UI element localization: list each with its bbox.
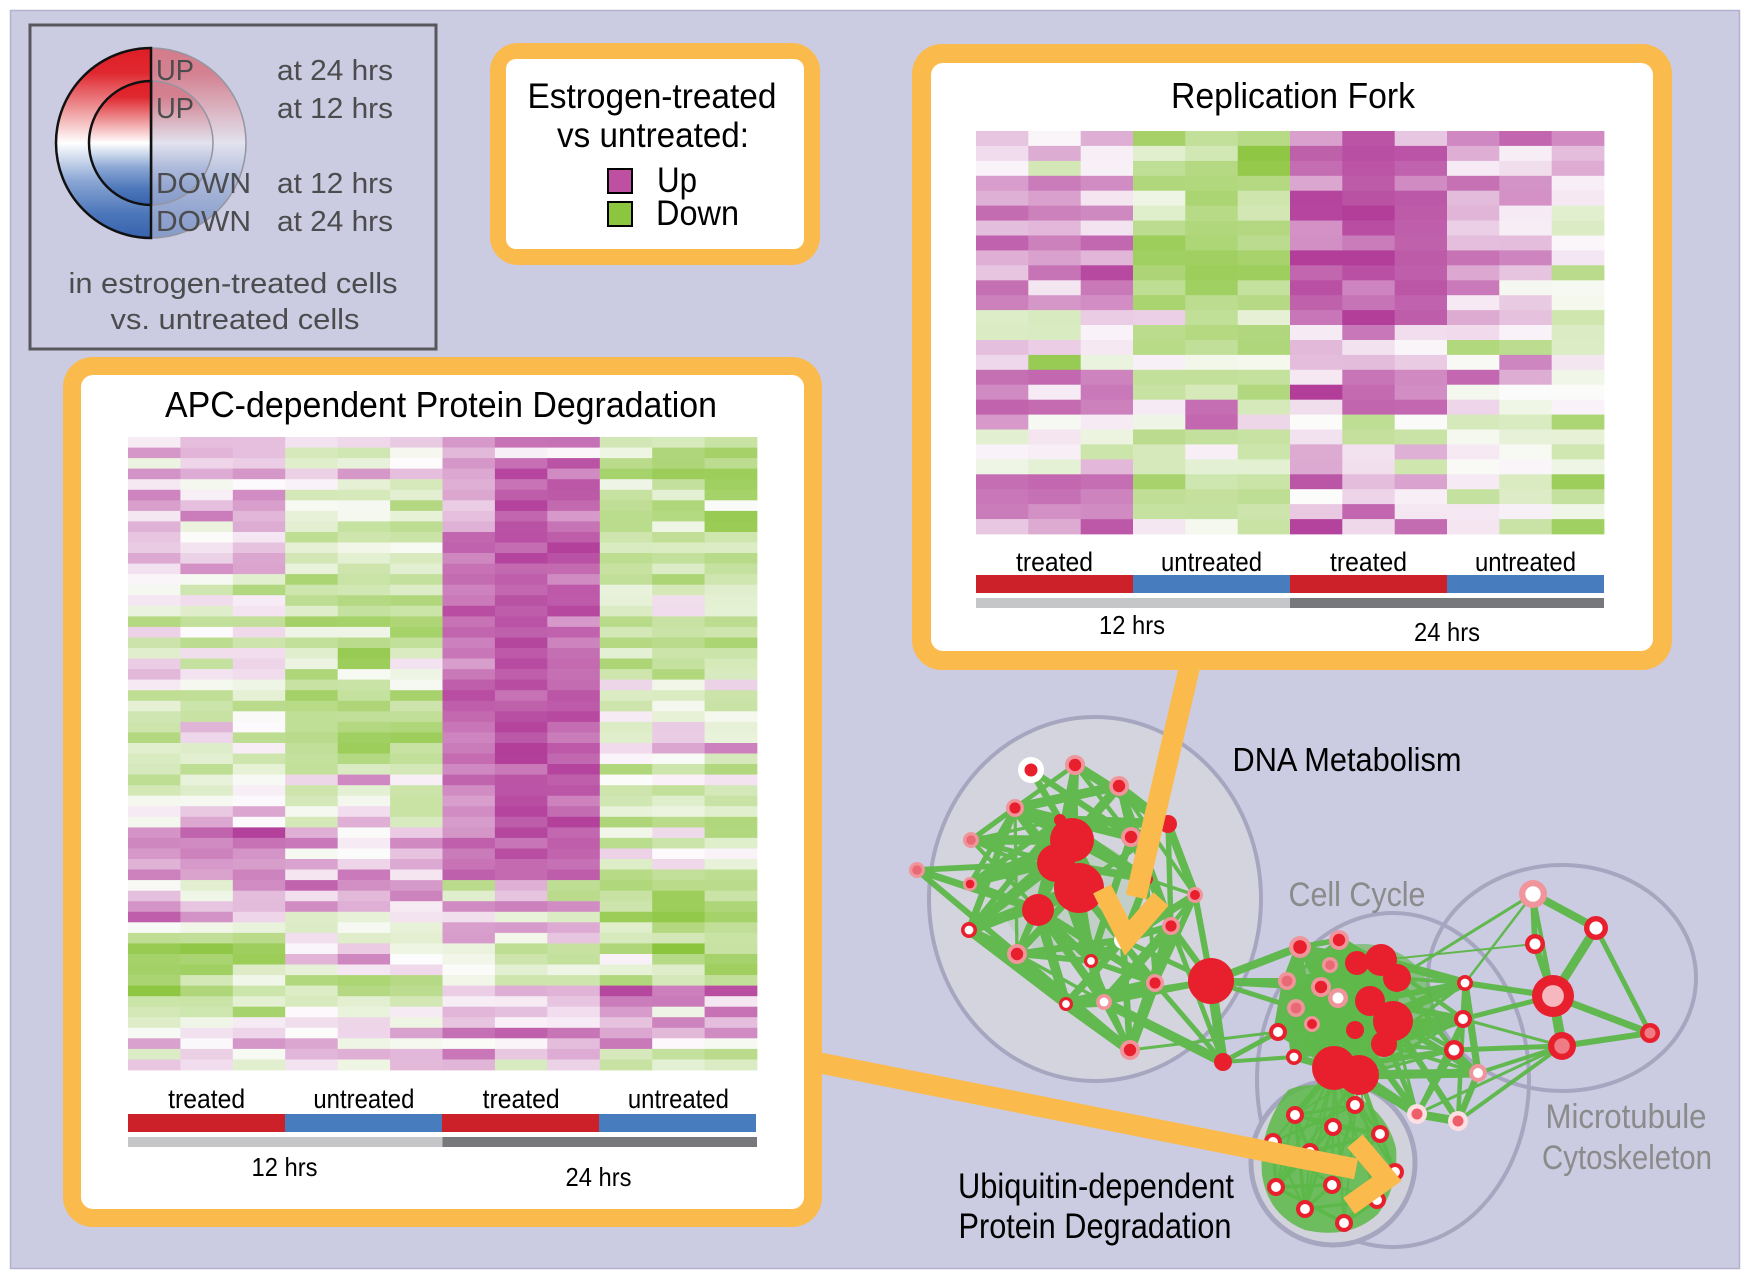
- svg-text:treated: treated: [1330, 547, 1407, 577]
- svg-text:12 hrs: 12 hrs: [1099, 610, 1165, 640]
- svg-text:treated: treated: [483, 1084, 560, 1114]
- svg-text:UP: UP: [156, 55, 194, 87]
- svg-text:untreated: untreated: [628, 1084, 729, 1114]
- svg-text:treated: treated: [1016, 547, 1093, 577]
- svg-text:untreated: untreated: [1475, 547, 1576, 577]
- svg-text:24 hrs: 24 hrs: [566, 1162, 632, 1192]
- svg-text:treated: treated: [168, 1084, 245, 1114]
- svg-text:Microtubule: Microtubule: [1546, 1098, 1707, 1136]
- svg-text:at 12 hrs: at 12 hrs: [277, 93, 393, 125]
- svg-text:vs. untreated cells: vs. untreated cells: [111, 304, 360, 336]
- svg-text:12 hrs: 12 hrs: [252, 1152, 318, 1182]
- svg-text:Down: Down: [656, 194, 739, 233]
- svg-text:DNA Metabolism: DNA Metabolism: [1233, 741, 1462, 778]
- svg-text:Up: Up: [657, 161, 697, 200]
- svg-text:Estrogen-treated: Estrogen-treated: [528, 77, 777, 116]
- svg-text:untreated: untreated: [313, 1084, 414, 1114]
- svg-text:at 24 hrs: at 24 hrs: [277, 55, 393, 87]
- svg-text:Ubiquitin-dependent: Ubiquitin-dependent: [958, 1167, 1234, 1206]
- svg-text:untreated: untreated: [1161, 547, 1262, 577]
- svg-text:Cytoskeleton: Cytoskeleton: [1542, 1139, 1712, 1177]
- svg-text:vs untreated:: vs untreated:: [557, 116, 749, 155]
- svg-text:at 12 hrs: at 12 hrs: [277, 168, 393, 200]
- svg-text:Replication Fork: Replication Fork: [1171, 75, 1416, 116]
- svg-text:DOWN: DOWN: [156, 168, 251, 200]
- svg-text:Cell Cycle: Cell Cycle: [1289, 876, 1426, 914]
- svg-text:APC-dependent Protein Degradat: APC-dependent Protein Degradation: [165, 384, 717, 425]
- svg-text:in estrogen-treated cells: in estrogen-treated cells: [69, 268, 398, 300]
- svg-text:UP: UP: [156, 93, 194, 125]
- svg-text:DOWN: DOWN: [156, 206, 251, 238]
- svg-text:24 hrs: 24 hrs: [1414, 617, 1480, 647]
- svg-text:Protein Degradation: Protein Degradation: [959, 1207, 1232, 1246]
- svg-text:at 24 hrs: at 24 hrs: [277, 206, 393, 238]
